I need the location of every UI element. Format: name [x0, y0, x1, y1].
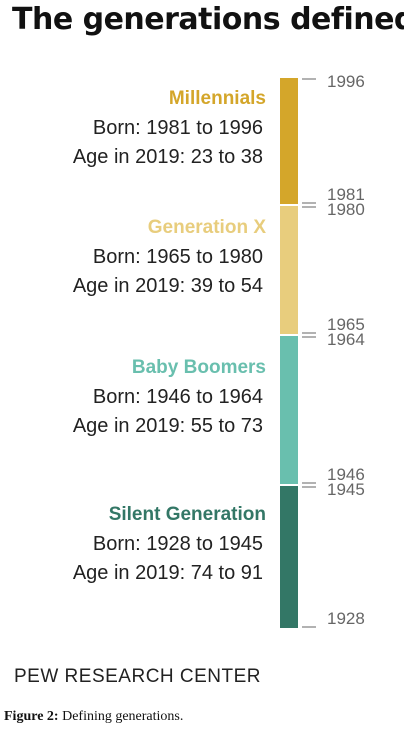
bar-millennials	[280, 78, 298, 204]
tick-label-1965: 1965	[327, 315, 365, 334]
tick-label-1996: 1996	[327, 72, 365, 91]
series-name-baby-boomers: Baby Boomers	[132, 357, 266, 378]
bar-baby-boomers	[280, 336, 298, 484]
source-label: PEW RESEARCH CENTER	[14, 666, 262, 687]
chart-title: The generations defined	[12, 2, 404, 37]
caption-text: Defining generations.	[58, 709, 184, 724]
series-name-silent-generation: Silent Generation	[109, 504, 266, 525]
caption-label: Figure 2:	[4, 709, 59, 724]
born-range-generation-x: Born: 1965 to 1980	[93, 246, 263, 268]
tick-label-1946: 1946	[327, 465, 365, 484]
born-range-millennials: Born: 1981 to 1996	[93, 117, 263, 139]
tick-label-1981: 1981	[327, 185, 365, 204]
figure-caption: Figure 2: Defining generations.	[4, 709, 183, 725]
tick-label-1980: 1980	[327, 200, 365, 219]
age-range-baby-boomers: Age in 2019: 55 to 73	[73, 415, 263, 437]
series-name-generation-x: Generation X	[148, 217, 267, 238]
tick-label-1945: 1945	[327, 480, 365, 499]
tick-label-1964: 1964	[327, 330, 365, 349]
age-range-silent-generation: Age in 2019: 74 to 91	[73, 562, 263, 584]
generations-chart: 1996 1981 Millennials Born: 1981 to 1996 Age…	[73, 72, 365, 628]
bar-silent-generation	[280, 486, 298, 628]
born-range-baby-boomers: Born: 1946 to 1964	[93, 386, 263, 408]
tick-label-1928: 1928	[327, 609, 365, 628]
age-range-millennials: Age in 2019: 23 to 38	[73, 146, 263, 168]
series-name-millennials: Millennials	[169, 88, 266, 109]
born-range-silent-generation: Born: 1928 to 1945	[93, 533, 263, 555]
age-range-generation-x: Age in 2019: 39 to 54	[73, 275, 263, 297]
bar-generation-x	[280, 206, 298, 334]
